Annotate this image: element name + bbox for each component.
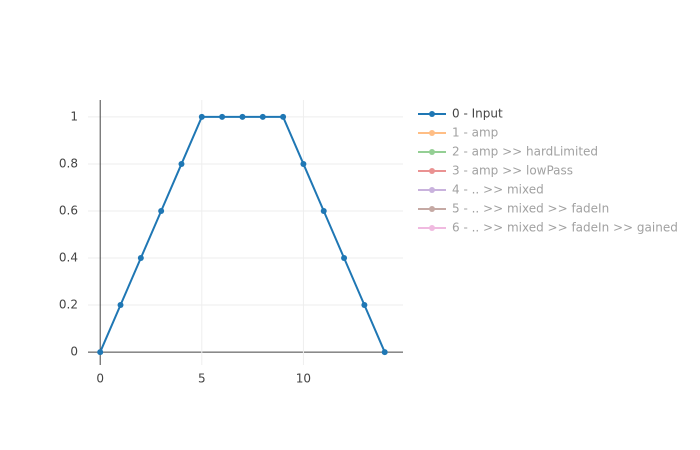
legend-item[interactable]: 0 - Input (418, 107, 503, 121)
legend-item[interactable]: 4 - .. >> mixed (418, 183, 544, 197)
series-marker (320, 207, 327, 214)
series-marker (158, 207, 165, 214)
series-marker (198, 113, 205, 120)
y-tick-label: 1 (70, 109, 78, 123)
legend-label: 4 - .. >> mixed (452, 183, 544, 197)
series-line (99, 115, 386, 353)
x-tick-label: 0 (96, 372, 104, 386)
series-marker (361, 302, 368, 309)
y-tick-label: 0 (70, 345, 78, 359)
legend-label: 5 - .. >> mixed >> fadeIn (452, 202, 609, 216)
y-tick-label: 0.6 (59, 203, 78, 217)
legend-item[interactable]: 2 - amp >> hardLimited (418, 145, 598, 159)
series-marker (259, 113, 266, 120)
series-marker (219, 113, 226, 120)
x-tick-label: 10 (296, 372, 311, 386)
y-tick-label: 0.8 (59, 156, 78, 170)
legend-swatch-marker (429, 149, 435, 155)
legend-item[interactable]: 5 - .. >> mixed >> fadeIn (418, 202, 609, 216)
legend-label: 3 - amp >> lowPass (452, 164, 573, 178)
series-marker (300, 160, 307, 167)
series-marker (341, 255, 348, 262)
legend-item[interactable]: 1 - amp (418, 126, 498, 140)
legend-swatch-marker (429, 225, 435, 231)
y-tick-label: 0.4 (59, 251, 78, 265)
legend-label: 2 - amp >> hardLimited (452, 145, 598, 159)
series-marker (178, 160, 185, 167)
legend-label: 1 - amp (452, 126, 498, 140)
y-tick-label: 0.2 (59, 298, 78, 312)
legend-item[interactable]: 6 - .. >> mixed >> fadeIn >> gained (418, 221, 678, 235)
legend-swatch-marker (429, 130, 435, 136)
legend-swatch-marker (429, 111, 435, 117)
series-marker (381, 349, 388, 356)
legend-swatch-marker (429, 206, 435, 212)
legend-label: 6 - .. >> mixed >> fadeIn >> gained (452, 221, 678, 235)
legend-item[interactable]: 3 - amp >> lowPass (418, 164, 573, 178)
legend-label: 0 - Input (452, 107, 503, 121)
series-marker (97, 349, 104, 356)
legend-swatch-marker (429, 168, 435, 174)
series-marker (239, 113, 246, 120)
series-marker (280, 113, 287, 120)
series-marker (137, 255, 144, 262)
series-marker (117, 302, 124, 309)
legend-swatch-marker (429, 187, 435, 193)
x-tick-label: 5 (198, 372, 206, 386)
